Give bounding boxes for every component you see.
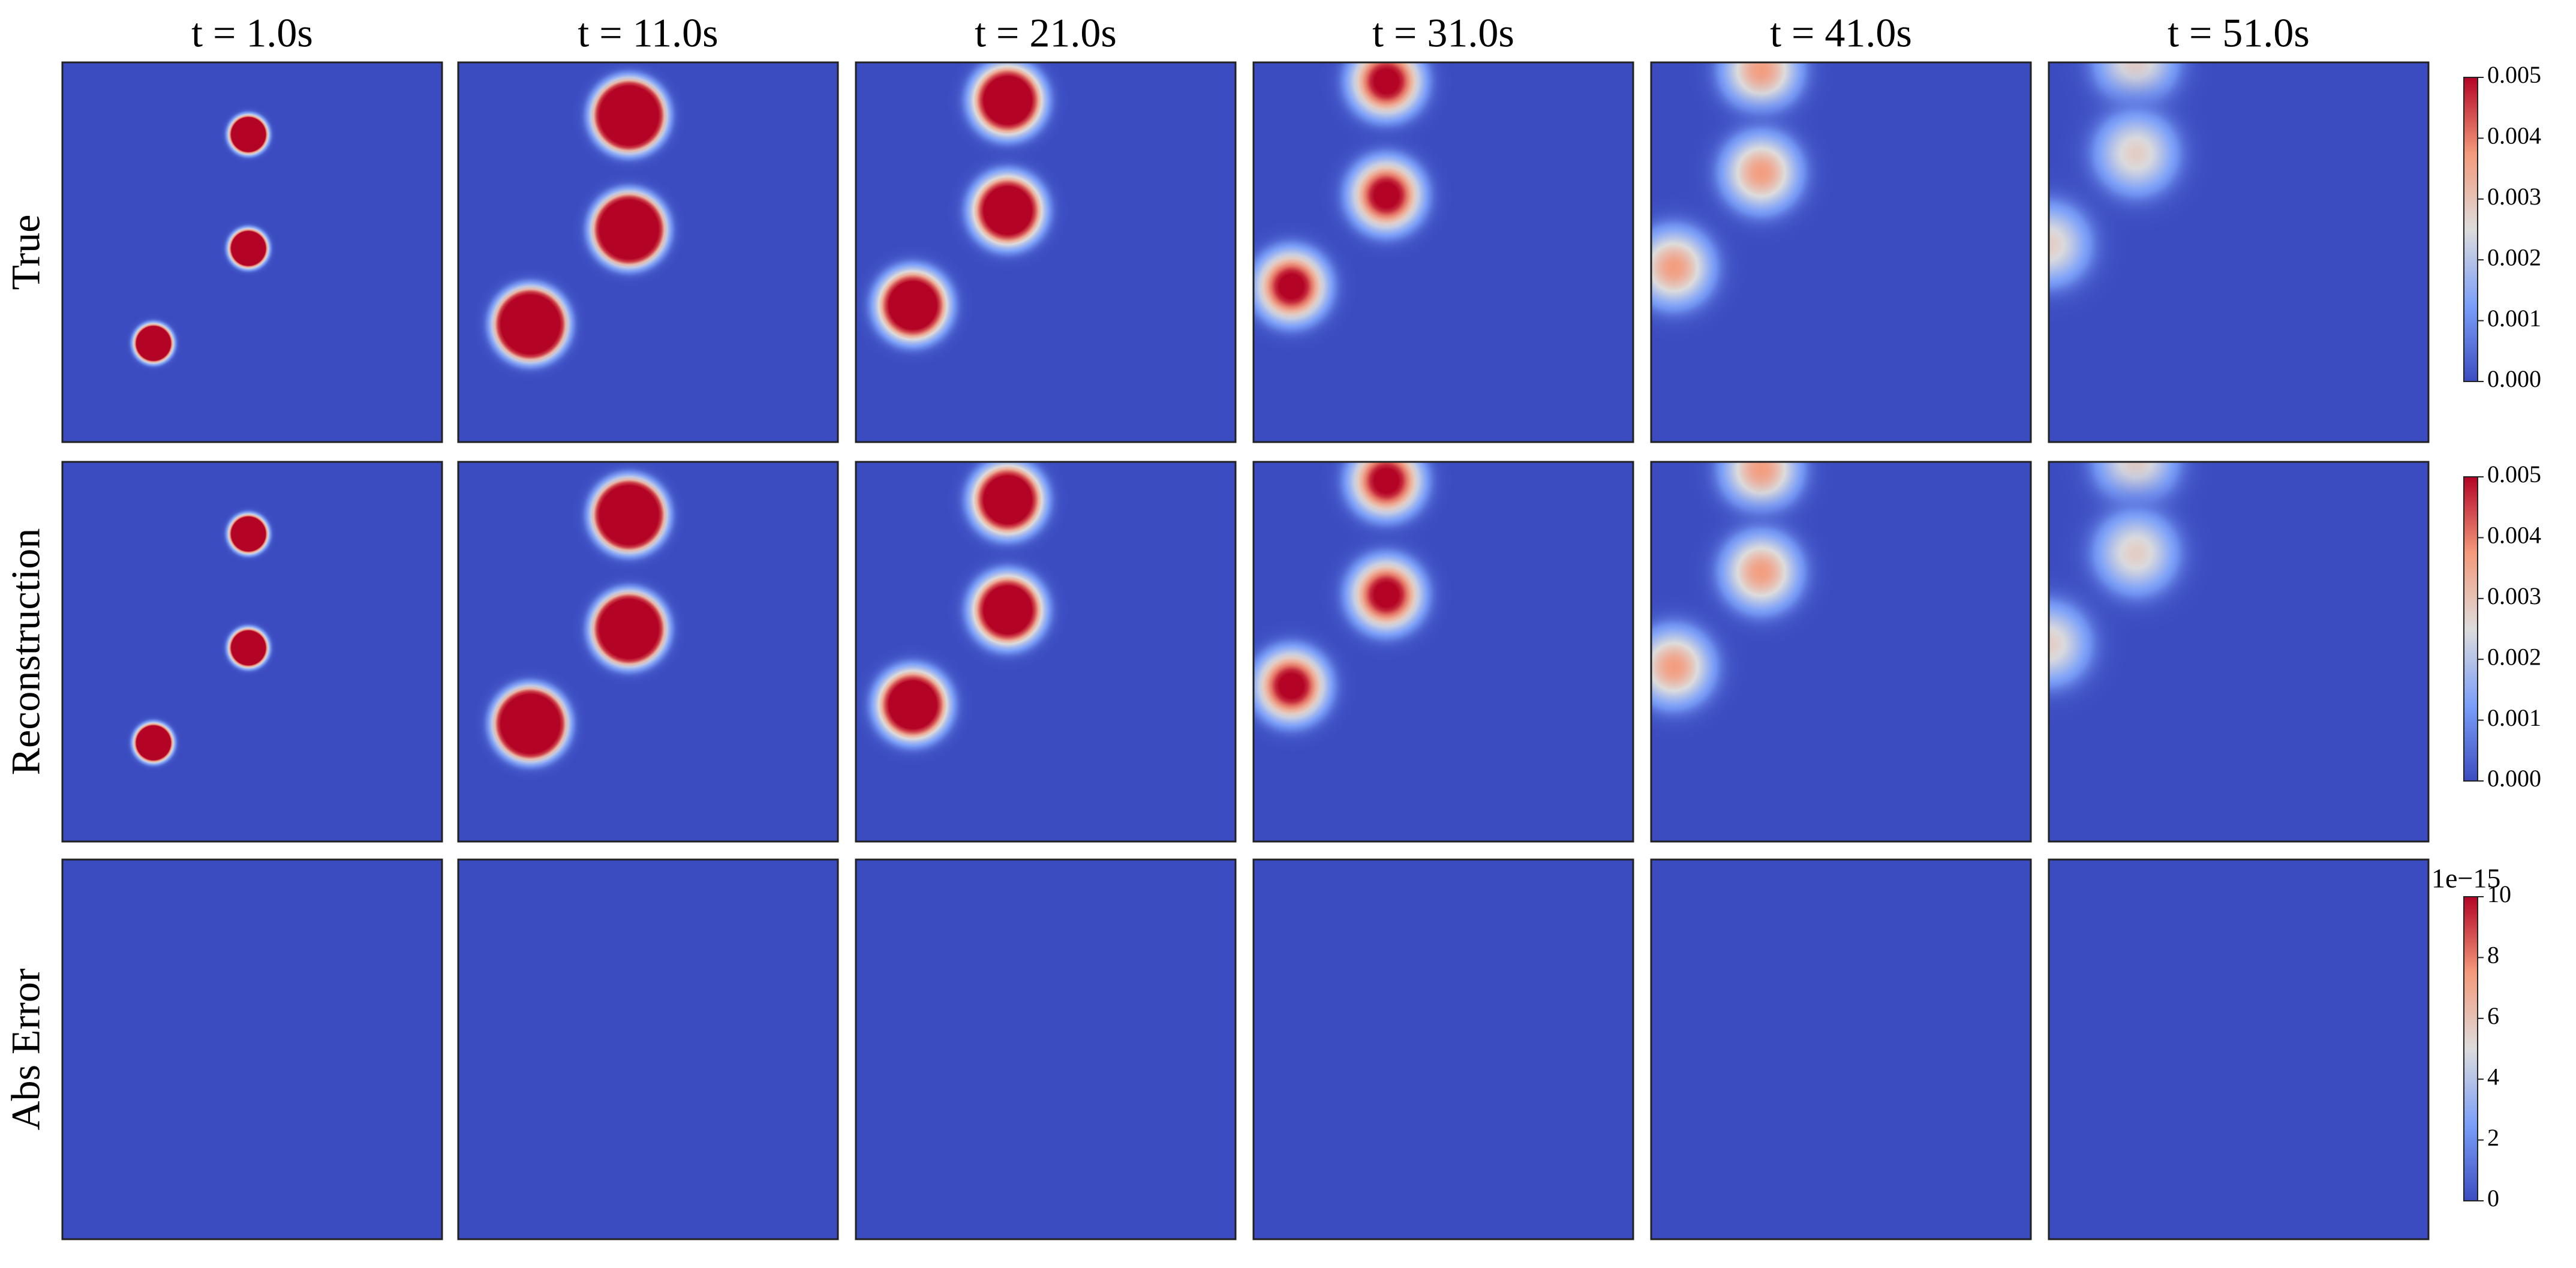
- panel-frame: [457, 858, 839, 1240]
- colorbar-tick-label: 0.000: [2487, 365, 2541, 392]
- heatmap-panel: [62, 62, 442, 442]
- source-blob: [214, 614, 283, 683]
- source-blob: [459, 254, 602, 395]
- heatmap-panel: [1651, 462, 2031, 842]
- source-blob: [856, 623, 995, 787]
- colorbar-tick-label: 0.003: [2487, 183, 2541, 210]
- panel-frame: [1252, 61, 1634, 443]
- source-blob: [558, 62, 700, 187]
- colorbar-tick-label: 0.001: [2487, 305, 2541, 332]
- panel-frame: [61, 858, 443, 1240]
- colorbar: [2463, 476, 2478, 782]
- panel-frame: [457, 461, 839, 843]
- panel-frame: [2048, 858, 2430, 1240]
- column-title: t = 41.0s: [1770, 10, 1912, 56]
- source-blob: [1254, 190, 1388, 383]
- panel-frame: [61, 461, 443, 843]
- source-blob: [2049, 519, 2174, 770]
- heatmap-panel: [458, 62, 838, 442]
- heatmap-panel: [1254, 62, 1633, 442]
- panel-background: [62, 860, 442, 1239]
- heatmap-panel: [856, 462, 1236, 842]
- colorbar-tick-label: 0.003: [2487, 582, 2541, 609]
- panel-background: [1254, 860, 1633, 1239]
- heatmap-panel: [856, 62, 1236, 442]
- panel-frame: [2048, 61, 2430, 443]
- heatmap-panel: [62, 462, 442, 842]
- heatmap-panel: [2049, 860, 2428, 1239]
- column-title: t = 51.0s: [2168, 10, 2310, 56]
- column-title: t = 21.0s: [975, 10, 1117, 56]
- heatmap-panel: [1254, 860, 1633, 1239]
- source-blob: [214, 100, 283, 169]
- source-blob: [2049, 119, 2174, 370]
- source-blob: [558, 558, 700, 700]
- heatmap-panel: [458, 860, 838, 1239]
- source-blob: [214, 500, 283, 569]
- colorbar-tick-label: 0.000: [2487, 765, 2541, 792]
- panel-frame: [1650, 858, 2032, 1240]
- colorbar-tick-label: 6: [2487, 1002, 2499, 1029]
- source-blob: [856, 223, 995, 387]
- colorbar-tick-label: 0.005: [2487, 61, 2541, 88]
- heatmap-panel: [458, 462, 838, 842]
- panel-frame: [1650, 461, 2032, 843]
- panel-frame: [457, 61, 839, 443]
- colorbar-tick-label: 0.002: [2487, 643, 2541, 670]
- colorbar: [2463, 896, 2478, 1201]
- row-label: Abs Error: [3, 968, 49, 1130]
- colorbar: [2463, 77, 2478, 382]
- column-title: t = 11.0s: [578, 10, 718, 56]
- colorbar-tick-label: 0.005: [2487, 461, 2541, 488]
- row-label: True: [3, 215, 49, 290]
- row-label: Reconstruction: [3, 528, 49, 776]
- panel-frame: [2048, 461, 2430, 843]
- panel-frame: [855, 61, 1237, 443]
- panel-frame: [1252, 461, 1634, 843]
- colorbar-offset-label: 1e−15: [2431, 863, 2500, 894]
- panel-background: [458, 860, 838, 1239]
- heatmap-panel: [856, 860, 1236, 1239]
- column-title: t = 31.0s: [1372, 10, 1514, 56]
- colorbar-tick-label: 0: [2487, 1185, 2499, 1212]
- source-blob: [459, 653, 602, 795]
- panel-frame: [1252, 858, 1634, 1240]
- panel-frame: [61, 61, 443, 443]
- colorbar-tick-label: 0.004: [2487, 122, 2541, 149]
- panel-background: [856, 860, 1236, 1239]
- panel-frame: [855, 858, 1237, 1240]
- source-blob: [1651, 552, 1788, 781]
- source-blob: [119, 309, 188, 378]
- panel-frame: [855, 461, 1237, 843]
- heatmap-panel: [2049, 462, 2428, 842]
- panel-frame: [1650, 61, 2032, 443]
- heatmap-panel: [1651, 62, 2031, 442]
- heatmap-panel: [2049, 62, 2428, 442]
- colorbar-tick-label: 10: [2487, 881, 2511, 908]
- source-blob: [558, 462, 700, 586]
- colorbar-tick-label: 0.004: [2487, 522, 2541, 549]
- colorbar-tick-label: 8: [2487, 942, 2499, 969]
- column-title: t = 1.0s: [191, 10, 313, 56]
- source-blob: [1254, 589, 1388, 783]
- colorbar-tick-label: 0.002: [2487, 244, 2541, 271]
- colorbar-tick-label: 0.001: [2487, 704, 2541, 731]
- colorbar-tick-label: 2: [2487, 1124, 2499, 1151]
- source-blob: [558, 158, 700, 301]
- panel-background: [2049, 860, 2428, 1239]
- heatmap-panel: [62, 860, 442, 1239]
- colorbar-tick-label: 4: [2487, 1063, 2499, 1090]
- panel-background: [1651, 860, 2031, 1239]
- source-blob: [119, 708, 188, 777]
- heatmap-panel: [1651, 860, 2031, 1239]
- source-blob: [1651, 153, 1788, 381]
- source-blob: [214, 214, 283, 283]
- heatmap-panel: [1254, 462, 1633, 842]
